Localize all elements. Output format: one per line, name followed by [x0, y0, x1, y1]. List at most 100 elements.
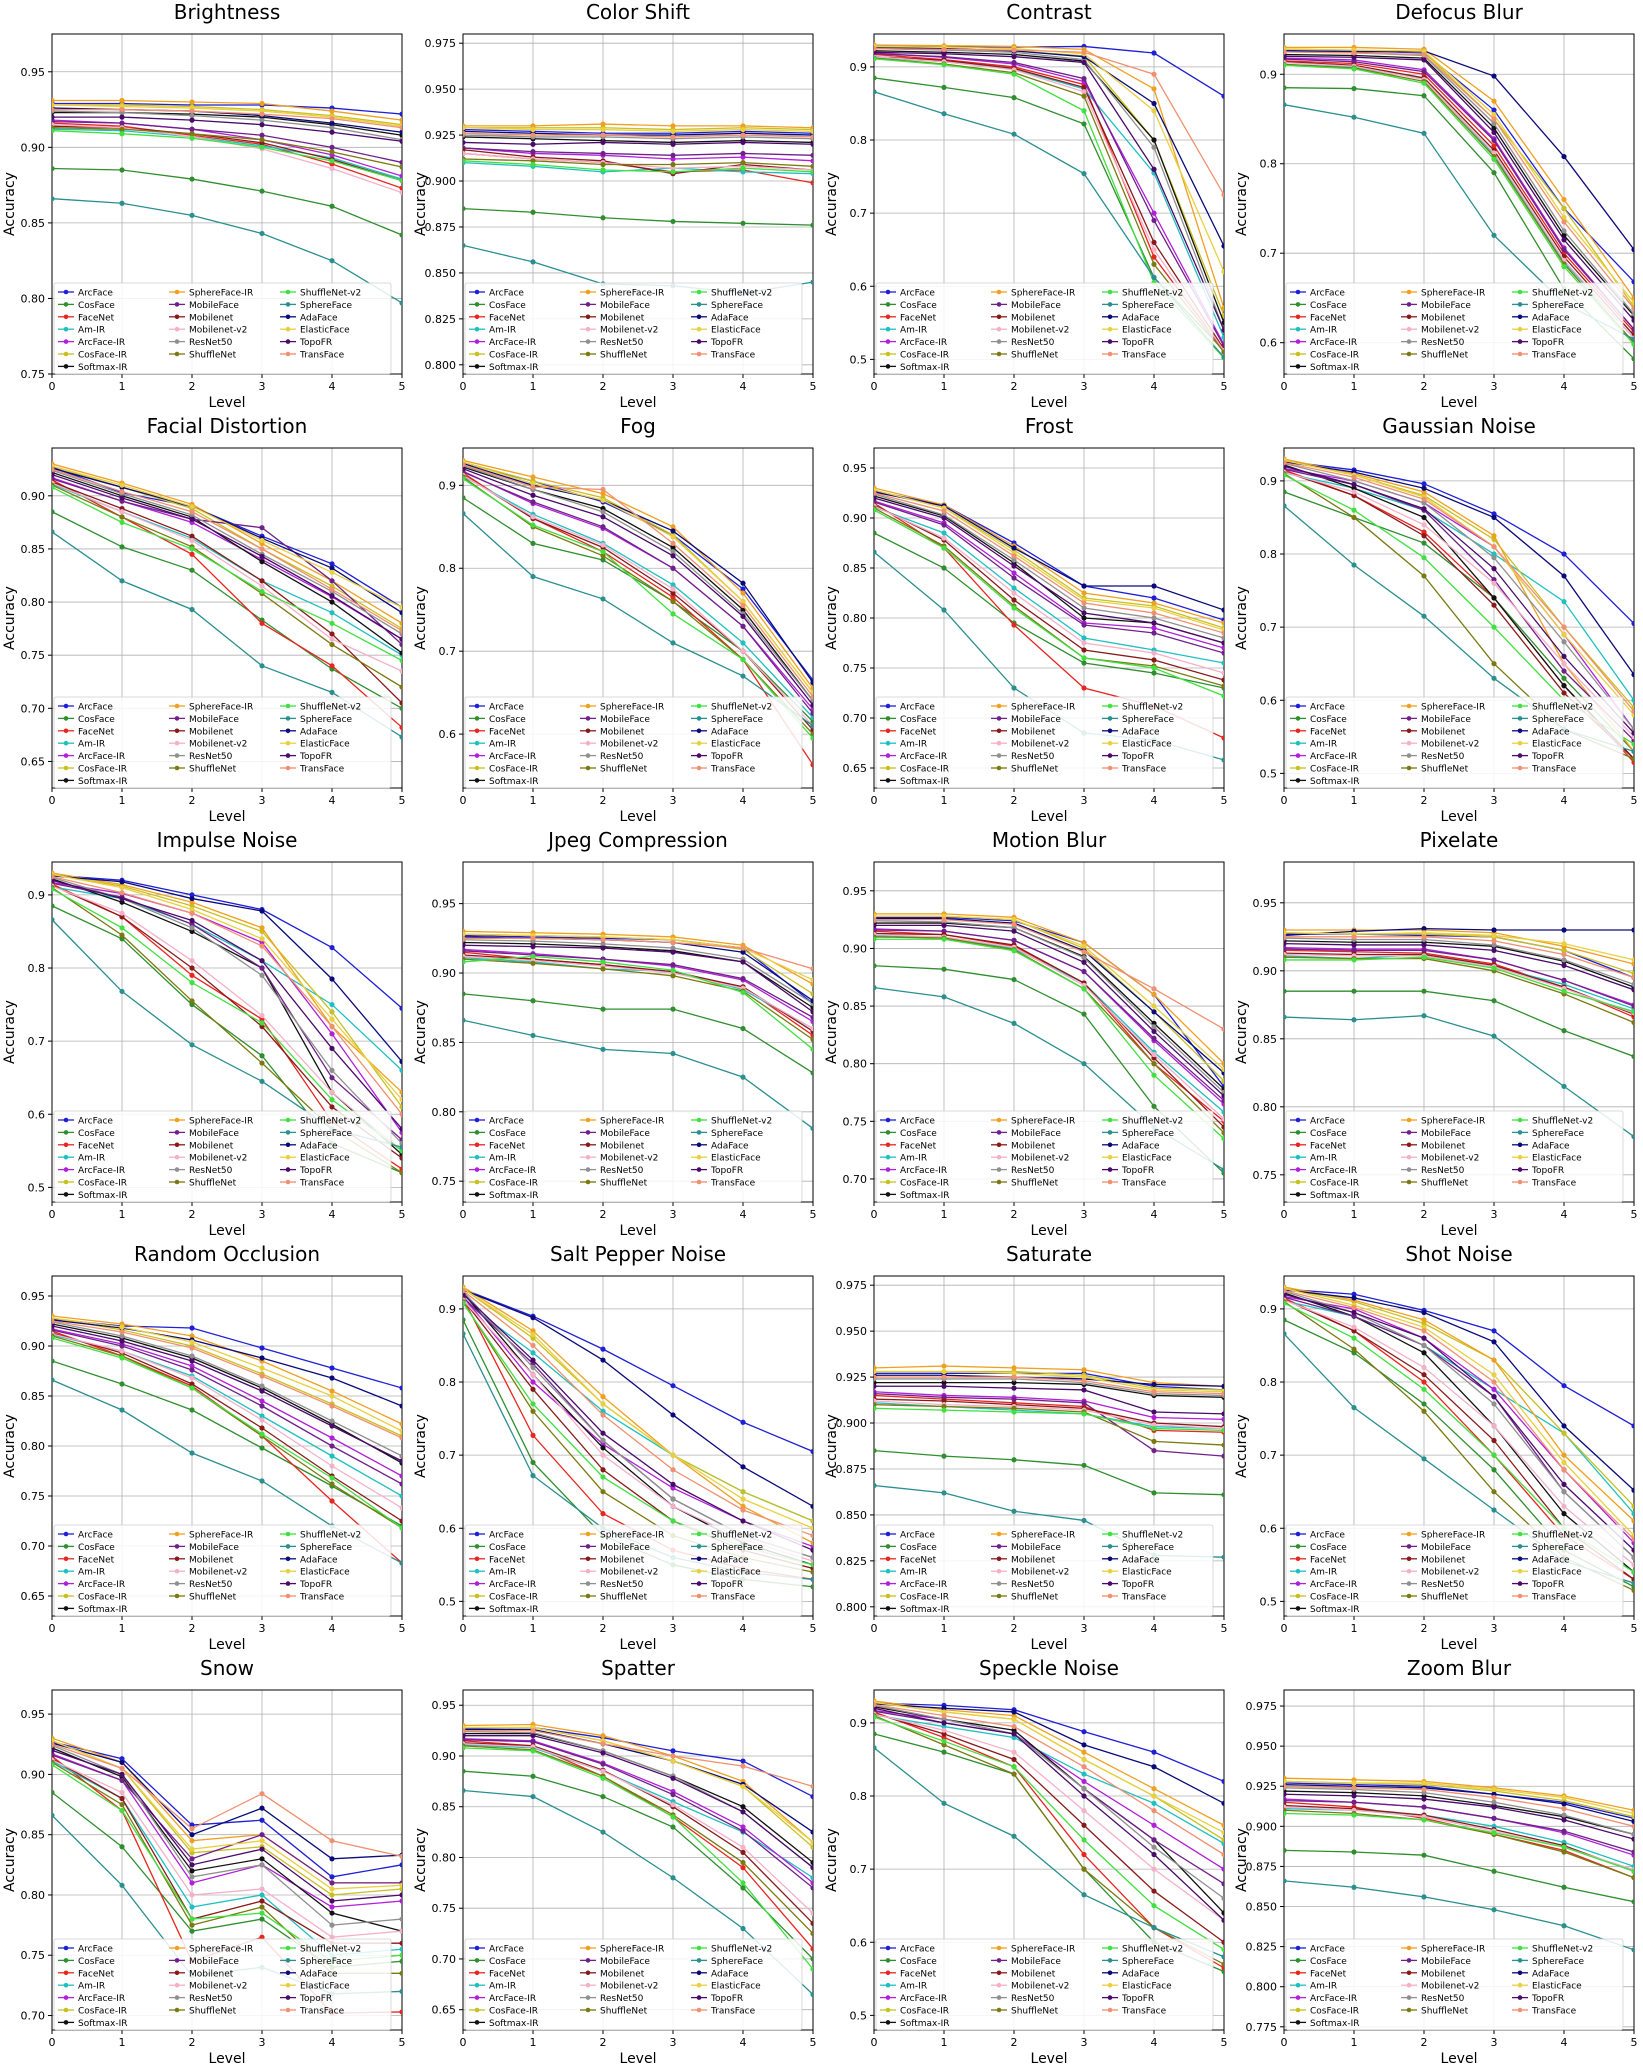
chart-panel: Jpeg Compression 0.75 0.80 0.85 0.90 0.95 0 1 2 3… [411, 828, 821, 1242]
legend-label: ShuffleNet-v2 [711, 1945, 772, 1955]
data-point [1151, 991, 1157, 998]
legend-label: Mobilenet [1011, 727, 1056, 737]
legend-marker [1295, 302, 1301, 307]
data-point [1561, 1423, 1567, 1429]
series-line [52, 1318, 402, 1389]
data-point [530, 935, 536, 941]
legend-marker [174, 1154, 180, 1160]
data-point [670, 962, 676, 968]
y-tick-label: 0.6 [1260, 337, 1278, 350]
legend-label: FaceNet [489, 1555, 526, 1565]
series-line [1284, 50, 1634, 251]
legend-label: Softmax-IR [1310, 1605, 1360, 1615]
legend-marker [696, 1556, 702, 1562]
data-point [259, 559, 265, 565]
data-point [810, 1859, 813, 1866]
y-tick-label: 0.75 [843, 1115, 868, 1128]
legend-label: CosFace-IR [900, 1593, 949, 1603]
series-line [463, 957, 813, 1030]
data-point [740, 1489, 746, 1495]
y-tick-label: 0.6 [439, 728, 457, 741]
data-point [399, 657, 402, 664]
data-point [1631, 279, 1634, 285]
data-point [1284, 1317, 1287, 1323]
data-point [1491, 544, 1497, 550]
data-point [1351, 1017, 1357, 1023]
legend-marker [1406, 339, 1412, 344]
legend-label: ShuffleNet-v2 [300, 703, 361, 713]
legend-box [1285, 282, 1624, 375]
data-point [119, 988, 125, 995]
legend-marker [1107, 1167, 1113, 1172]
data-point [189, 1042, 195, 1048]
legend-label: Softmax-IR [900, 1605, 950, 1615]
legend-marker [1406, 740, 1412, 746]
y-axis-label: Accuracy [824, 586, 840, 650]
x-tick-label: 2 [1011, 380, 1018, 393]
data-point [810, 1005, 813, 1011]
data-point [259, 943, 265, 949]
legend-label: Mobilenet-v2 [189, 1982, 247, 1992]
data-point [189, 1450, 195, 1456]
x-tick-label: 5 [1631, 1622, 1638, 1635]
data-point [1221, 1093, 1224, 1099]
data-point [1081, 1378, 1087, 1384]
data-point [1631, 356, 1634, 362]
legend-marker [63, 302, 69, 307]
data-point [1631, 927, 1634, 933]
data-point [463, 1300, 466, 1306]
series-line [1284, 1286, 1634, 1522]
legend-marker [63, 289, 69, 295]
legend-marker [1107, 765, 1113, 771]
chart-title: Random Occlusion [134, 1242, 320, 1266]
y-tick-label: 0.9 [1260, 68, 1278, 81]
series-line [1284, 1293, 1634, 1551]
data-point [1561, 1801, 1567, 1807]
legend-marker [585, 1130, 591, 1135]
y-tick-label: 0.90 [843, 942, 868, 955]
legend: ArcFaceCosFaceFaceNetAm-IRArcFace-IRCosF… [875, 1524, 1214, 1617]
data-point [1221, 1061, 1224, 1067]
legend-marker [1107, 1581, 1113, 1586]
x-axis-label: Level [620, 1637, 657, 1653]
legend-marker [1517, 753, 1523, 758]
data-point [1081, 1517, 1087, 1524]
data-point [259, 137, 265, 143]
legend-marker [1406, 1970, 1412, 1976]
legend-box [464, 1524, 803, 1617]
y-tick-label: 0.65 [21, 755, 46, 768]
data-point [1351, 942, 1357, 948]
data-point [530, 1793, 536, 1800]
data-point [1491, 111, 1497, 118]
legend-marker [1517, 314, 1523, 320]
data-point [119, 899, 125, 905]
data-point [530, 474, 536, 480]
legend-label: ElasticFace [711, 1154, 761, 1164]
x-tick-label: 2 [600, 794, 607, 807]
x-tick-label: 0 [1281, 1622, 1288, 1635]
legend-label: ShuffleNet [600, 2007, 648, 2017]
data-point [1351, 485, 1357, 491]
series-group [463, 121, 813, 296]
legend-label: ElasticFace [711, 740, 761, 750]
data-point [189, 1922, 195, 1928]
data-point [1284, 489, 1287, 495]
data-point [329, 1089, 335, 1095]
legend-marker [1517, 1167, 1523, 1172]
legend-label: ResNet50 [189, 1580, 233, 1590]
data-point [1081, 959, 1087, 965]
data-point [399, 641, 402, 648]
data-point [810, 1793, 813, 1800]
legend-label: Mobilenet [600, 727, 645, 737]
data-point [1561, 1812, 1567, 1818]
legend-label: AdaFace [1532, 1969, 1570, 1979]
data-point [941, 1738, 947, 1744]
data-point [600, 1346, 606, 1352]
data-point [399, 1067, 402, 1073]
data-point [1011, 590, 1017, 596]
series-line [874, 1394, 1224, 1433]
data-point [189, 1385, 195, 1391]
data-point [1631, 1580, 1634, 1586]
data-point [600, 139, 606, 146]
legend: ArcFaceCosFaceFaceNetAm-IRArcFace-IRCosF… [464, 1938, 803, 2031]
